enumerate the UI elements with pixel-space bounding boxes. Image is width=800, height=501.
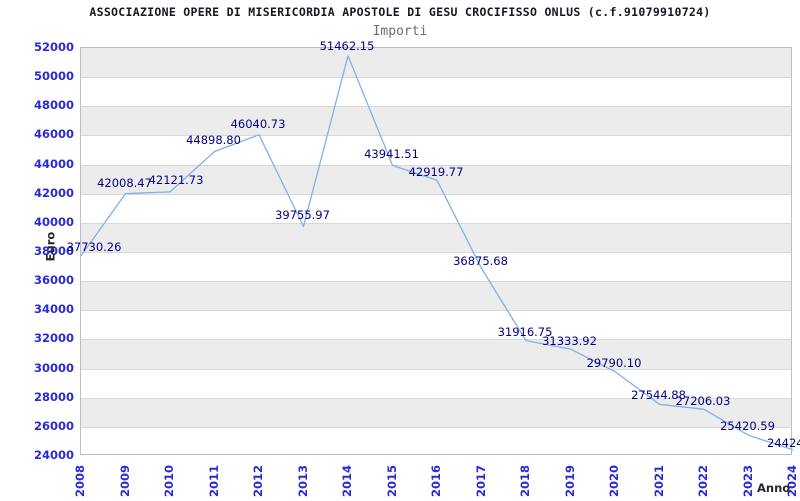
gridline [81,281,791,283]
data-point-label: 27206.03 [675,394,731,409]
data-point-label: 27544.88 [631,388,686,403]
data-point-label: 51462.15 [319,38,375,53]
gridline [81,339,791,341]
data-point-label: 29790.10 [586,355,642,370]
y-tick-label: 36000 [33,273,74,288]
data-point-label: 31333.92 [542,334,597,349]
y-tick-label: 48000 [33,98,74,113]
x-axis-title: Anno [757,481,791,495]
plot-band [81,281,791,311]
chart-subtitle: Importi [372,24,428,39]
plot-band [81,106,791,136]
y-tick-label: 34000 [33,302,74,317]
x-tick-label: 2011 [206,465,221,498]
gridline [81,426,791,428]
y-tick-label: 30000 [33,360,74,375]
data-point-label: 25420.59 [720,419,775,434]
data-point-label: 39755.97 [275,208,330,223]
gridline [81,77,791,79]
x-tick-label: 2012 [251,465,265,498]
x-tick-label: 2014 [340,465,354,498]
gridline [81,106,791,108]
gridline [81,397,791,399]
y-tick-label: 26000 [33,418,74,433]
y-tick-label: 42000 [33,185,74,200]
x-tick-label: 2019 [562,465,577,498]
x-tick-label: 2010 [162,465,176,498]
x-tick-label: 2016 [429,465,443,498]
gridline [81,310,791,312]
x-tick-label: 2022 [696,465,710,498]
x-tick-label: 2018 [518,465,532,498]
data-point-label: 42919.77 [408,165,464,180]
data-point-label: 24424. [767,435,800,450]
plot-band [81,164,791,194]
y-tick-label: 24000 [33,448,74,462]
y-tick-label: 50000 [33,69,74,84]
data-point-label: 42008.47 [97,175,152,190]
y-axis-title: Euro [43,231,58,262]
y-tick-label: 40000 [33,214,74,229]
y-tick-label: 38000 [33,244,74,258]
series-line [81,55,793,451]
x-tick-label: 2023 [740,465,755,498]
x-tick-label: 2021 [651,465,666,498]
data-point-label: 43941.51 [364,147,419,162]
chart-title: ASSOCIAZIONE OPERE DI MISERICORDIA APOST… [89,5,711,19]
gridline [81,252,791,253]
plot-band [81,339,791,369]
plot-band [81,397,791,427]
gridline [81,135,791,137]
x-tick-label: 2013 [295,465,310,498]
plot-band [81,48,791,78]
gridline [81,222,791,224]
data-point-label: 37730.26 [66,239,122,254]
gridline [81,193,791,195]
data-point-label: 36875.68 [453,254,508,269]
y-tick-label: 32000 [33,331,74,346]
data-point-label: 31916.75 [497,324,553,339]
x-tick-label: 2008 [73,465,87,498]
y-tick-label: 28000 [33,389,74,404]
x-tick-label: 2009 [117,465,132,498]
x-tick-label: 2017 [473,465,488,498]
y-tick-label: 44000 [33,156,74,171]
y-tick-label: 46000 [33,127,74,142]
data-point-label: 42121.73 [148,172,204,187]
gridline [81,164,791,166]
plot-band [81,222,791,252]
data-point-label: 44898.80 [186,133,241,148]
gridline [81,368,791,370]
x-tick-label: 2020 [607,465,621,498]
y-tick-label: 52000 [33,40,74,54]
x-tick-label: 2015 [384,465,399,498]
plot-area [80,47,793,455]
data-point-label: 46040.73 [230,116,286,131]
